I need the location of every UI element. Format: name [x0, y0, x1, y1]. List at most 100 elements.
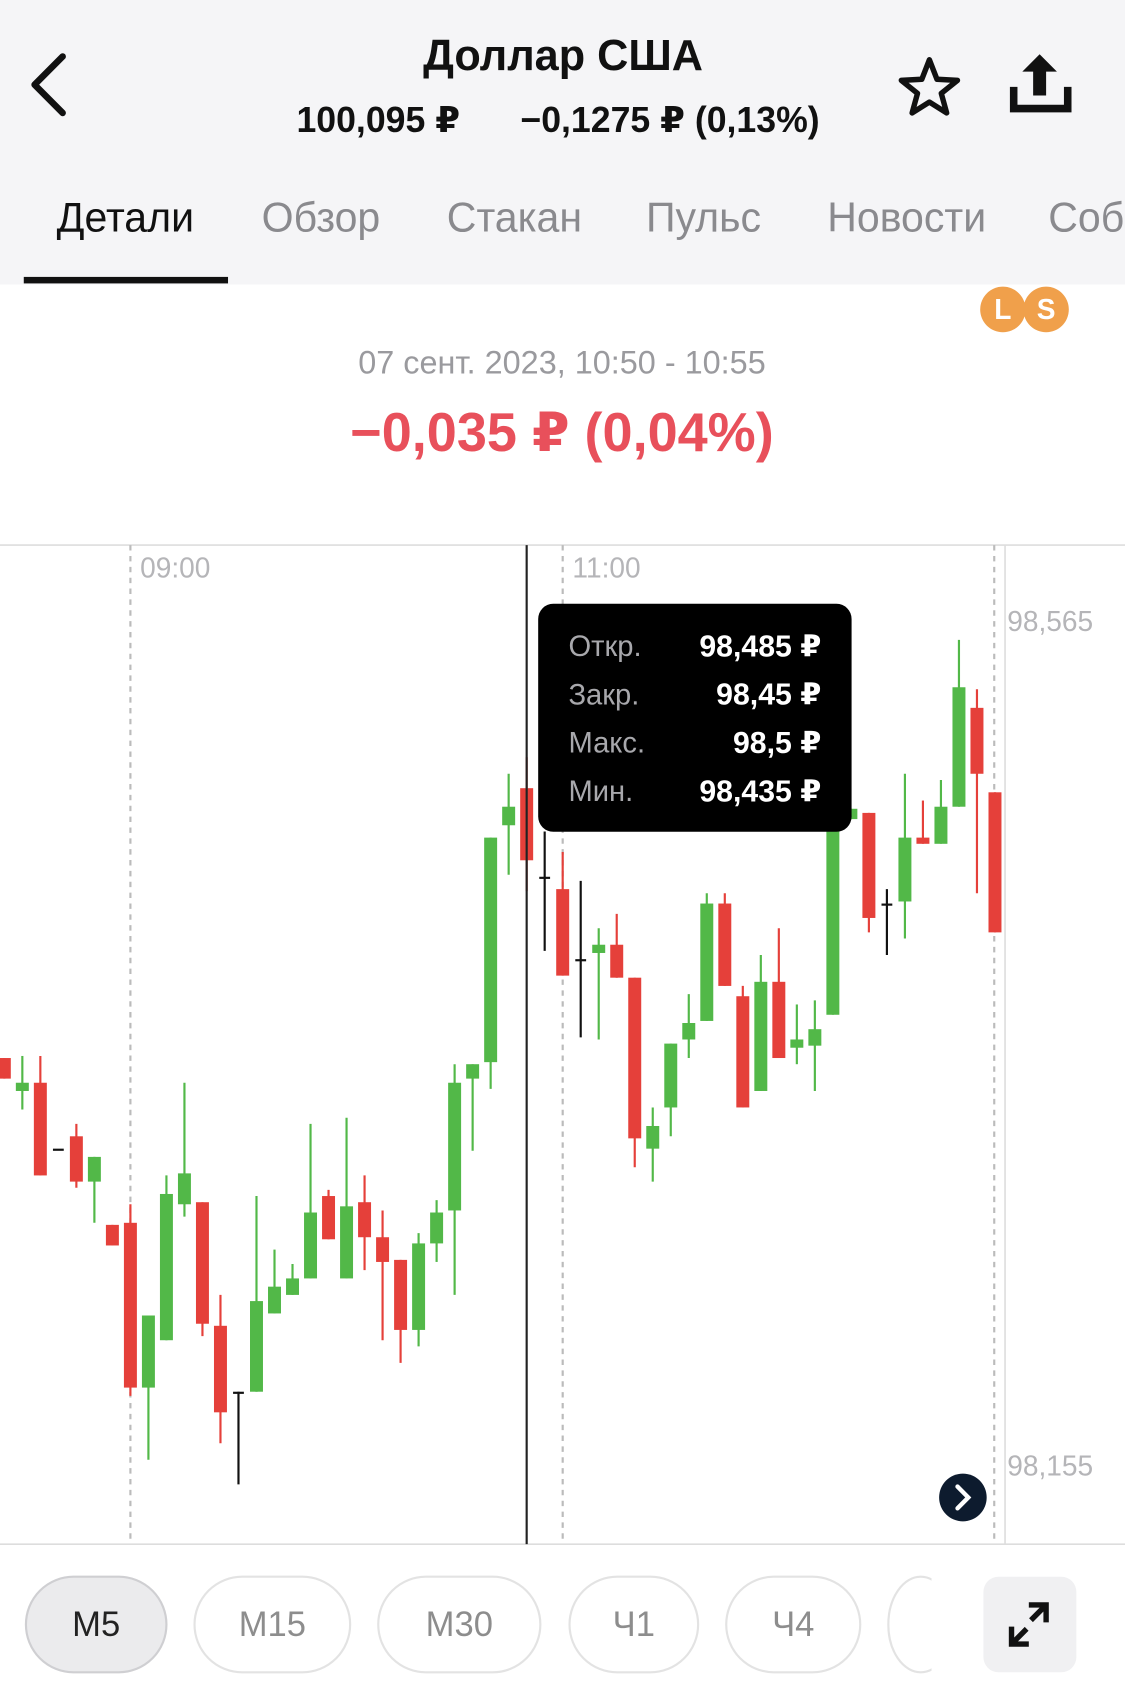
candle-body [0, 1058, 11, 1079]
badge: L [994, 294, 1011, 325]
candle-body [69, 1136, 83, 1182]
timeframe-button[interactable] [24, 1575, 168, 1674]
title: Доллар США [423, 32, 703, 80]
y-tick-label: 98,565 [1007, 606, 1093, 637]
timeframe-button[interactable] [377, 1575, 542, 1674]
badges: L S [980, 286, 1069, 333]
candle-body [682, 1023, 696, 1040]
tab[interactable]: Детали [57, 194, 194, 240]
tooltip-label: Закр. [568, 679, 639, 711]
back-button[interactable] [31, 53, 66, 117]
candle-body [736, 996, 750, 1108]
timeframe-button[interactable] [193, 1575, 352, 1674]
candle-body [988, 792, 1002, 933]
candle-body [466, 1064, 480, 1079]
candle-body [754, 981, 768, 1091]
fullscreen-button[interactable] [983, 1576, 1077, 1673]
candle-body [881, 903, 893, 906]
y-tick-label: 98,155 [1007, 1450, 1093, 1481]
price: 100,095 ₽ [296, 100, 460, 140]
price-change: −0,1275 ₽ (0,13%) [520, 100, 819, 140]
candle-body [159, 1193, 173, 1341]
candle-body [898, 837, 912, 902]
candle-body [358, 1202, 372, 1238]
tab[interactable]: Соб [1048, 194, 1124, 240]
favorite-button[interactable] [898, 57, 961, 116]
candle-body [646, 1125, 660, 1149]
candle-body [394, 1259, 408, 1330]
candle-body [539, 876, 551, 879]
timeframe-label: M15 [239, 1606, 306, 1644]
candle-body [177, 1173, 191, 1205]
candle-body [610, 944, 624, 978]
candle-body [195, 1202, 209, 1324]
scroll-button[interactable] [939, 1473, 987, 1522]
candle-body [87, 1156, 101, 1182]
candle-body [826, 806, 840, 1015]
candle-body [322, 1196, 336, 1240]
candle-body [33, 1082, 47, 1176]
tooltip-label: Макс. [568, 728, 645, 760]
candle-body [664, 1043, 678, 1108]
period: 07 сент. 2023, 10:50 - 10:55 [358, 344, 766, 380]
tab[interactable]: Обзор [262, 194, 381, 240]
x-tick-label: 09:00 [140, 552, 210, 583]
candle-body [934, 806, 948, 844]
candle-body [790, 1039, 804, 1048]
plot: 98,565 98,155 09:00 11:00 Откр. 98,485 ₽ Закр.… [0, 545, 1093, 1545]
candle-body [52, 1148, 64, 1151]
candle-body [556, 889, 570, 976]
candle-body [448, 1082, 462, 1211]
tooltip-label: Откр. [568, 631, 641, 663]
tab-underline [23, 276, 229, 284]
candle-body [412, 1243, 426, 1330]
candle-body [970, 707, 984, 774]
candle-body [502, 806, 516, 826]
candle-body [213, 1325, 227, 1413]
candle-body [286, 1278, 299, 1295]
candle-body [15, 1082, 29, 1091]
candle-body [123, 1222, 137, 1388]
candle-body [105, 1224, 119, 1246]
candle-body [304, 1212, 318, 1279]
candle-body [141, 1315, 155, 1388]
candle-body [430, 1212, 444, 1244]
tooltip-value: 98,485 ₽ [699, 630, 821, 663]
tooltip-value: 98,45 ₽ [716, 679, 821, 712]
tooltip-label: Мин. [568, 776, 633, 808]
fade [931, 1563, 975, 1684]
candle-body [772, 981, 786, 1059]
candle-body [575, 959, 587, 962]
timeframe-label: M30 [426, 1606, 493, 1644]
candle-body [952, 687, 966, 807]
candle-body [340, 1206, 354, 1279]
timeframe-button[interactable] [568, 1575, 700, 1674]
tooltip-value: 98,5 ₽ [733, 727, 821, 760]
tab[interactable]: Пульс [646, 194, 761, 240]
candle-body [808, 1029, 822, 1046]
tab[interactable]: Новости [827, 194, 986, 240]
candle-body [700, 903, 714, 1021]
candle-body [268, 1286, 281, 1314]
candle-body [592, 944, 606, 953]
candle-body [484, 837, 498, 1063]
candle-body [376, 1237, 390, 1262]
header-bg [0, 0, 1125, 285]
candle-body [628, 977, 642, 1139]
tooltip-value: 98,435 ₽ [699, 775, 821, 808]
period-change: −0,035 ₽ (0,04%) [350, 403, 774, 463]
timeframe-label: Ч1 [613, 1606, 655, 1644]
candle-body [250, 1301, 263, 1392]
badge: S [1037, 294, 1056, 325]
x-tick-label: 11:00 [572, 552, 640, 583]
timeframe-button[interactable] [725, 1575, 862, 1674]
timeframe-label: M5 [72, 1606, 120, 1644]
candle-body [916, 837, 930, 844]
share-button[interactable] [1009, 54, 1072, 113]
timeframe-label: Ч4 [772, 1606, 814, 1644]
candle-body [862, 812, 876, 918]
tab[interactable]: Стакан [447, 194, 582, 240]
tabs: Детали Обзор Стакан Пульс Новости Соб [57, 194, 1125, 240]
tooltip [538, 603, 852, 832]
